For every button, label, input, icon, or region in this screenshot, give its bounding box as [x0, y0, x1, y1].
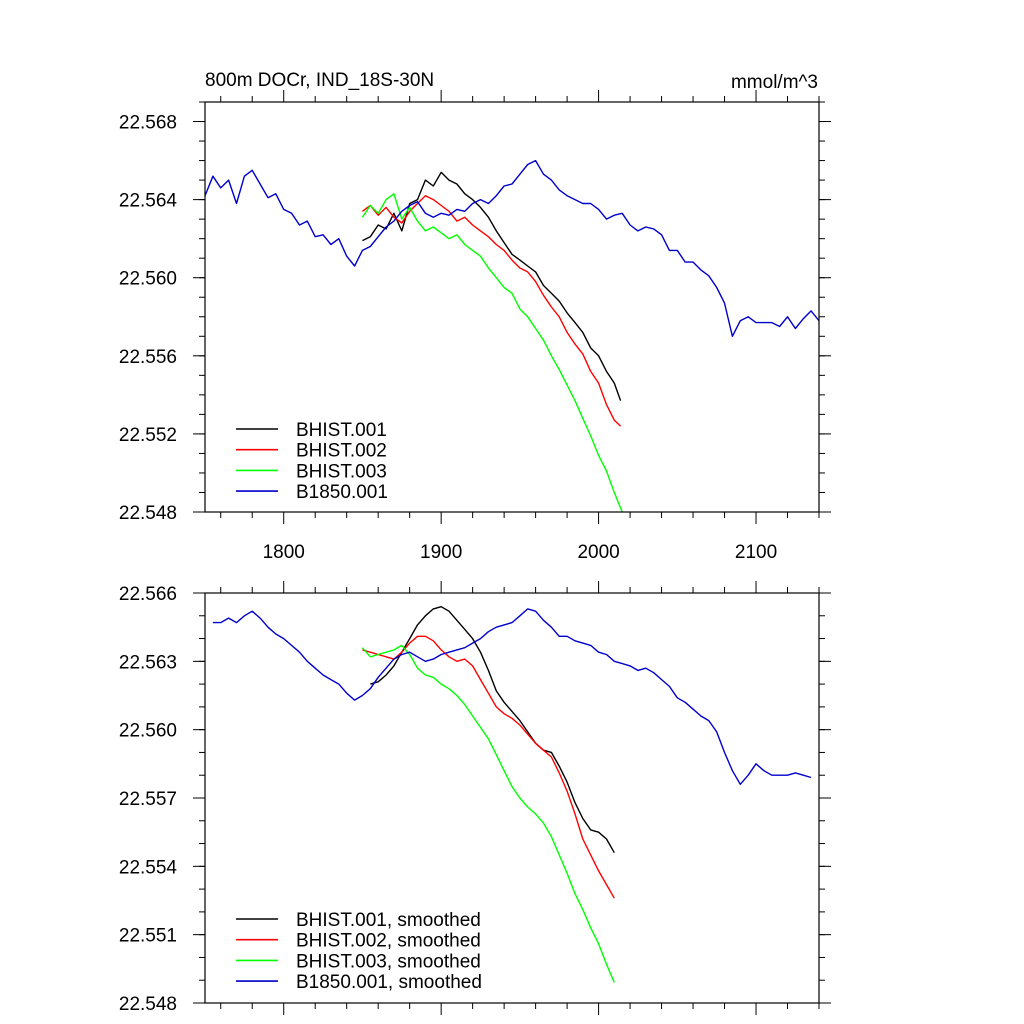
y-tick-label: 22.568 [119, 113, 177, 134]
y-tick-label: 22.554 [119, 857, 178, 878]
series-line-bhist-001-smoothed [370, 606, 615, 854]
series-lines [212, 606, 812, 983]
y-axis-ticks: 22.548 22.552 22.556 22.560 22.564 22.568 [119, 101, 831, 524]
legend-label: B1850.001 [296, 482, 388, 503]
top-chart-panel: 800m DOCr, IND_18S-30N mmol/m^3 1800 1900… [119, 70, 831, 563]
legend-label: BHIST.001 [296, 420, 387, 441]
x-tick-label: 1800 [263, 542, 305, 563]
y-tick-label: 22.564 [119, 191, 178, 212]
series-line-bhist-003-smoothed [361, 644, 615, 983]
y-tick-label: 22.556 [119, 347, 177, 368]
series-line-bhist-003 [361, 193, 623, 512]
legend-label: BHIST.003, smoothed [296, 951, 481, 972]
series-line-b1850-001-smoothed [212, 608, 812, 785]
y-axis-ticks: 22.548 22.551 22.554 22.557 22.560 22.563 22.5… [119, 584, 831, 1015]
y-tick-label: 22.552 [119, 425, 177, 446]
bottom-plot-area: 22.548 22.551 22.554 22.557 22.560 22.563 22.5… [119, 581, 831, 1015]
y-tick-label: 22.557 [119, 789, 177, 810]
legend-label: BHIST.002, smoothed [296, 931, 481, 952]
y-tick-label: 22.548 [119, 994, 177, 1015]
legend-label: B1850.001, smoothed [296, 972, 482, 993]
y-tick-label: 22.560 [119, 721, 177, 742]
legend-label: BHIST.001, smoothed [296, 910, 481, 931]
y-tick-label: 22.551 [119, 926, 177, 947]
x-axis-ticks [220, 581, 820, 1015]
series-line-b1850-001 [205, 159, 819, 337]
series-lines [205, 159, 819, 512]
units-label: mmol/m^3 [731, 72, 818, 93]
x-tick-label: 1900 [420, 542, 462, 563]
x-axis-ticks: 1800 1900 2000 2100 [220, 90, 820, 563]
x-tick-label: 2100 [735, 542, 777, 563]
top-plot-area: 1800 1900 2000 2100 22.548 22.552 22.556 22.560… [119, 90, 831, 563]
legend-label: BHIST.002 [296, 441, 387, 462]
x-tick-label: 2000 [577, 542, 619, 563]
plot-frame [204, 101, 820, 513]
bottom-chart-panel: 22.548 22.551 22.554 22.557 22.560 22.563 22.5… [119, 581, 831, 1015]
y-tick-label: 22.563 [119, 652, 177, 673]
legend-label: BHIST.003 [296, 461, 387, 482]
chart-title: 800m DOCr, IND_18S-30N [205, 70, 434, 91]
y-tick-label: 22.548 [119, 503, 177, 524]
y-tick-label: 22.560 [119, 269, 177, 290]
y-tick-label: 22.566 [119, 584, 177, 605]
series-line-bhist-002 [361, 194, 622, 427]
